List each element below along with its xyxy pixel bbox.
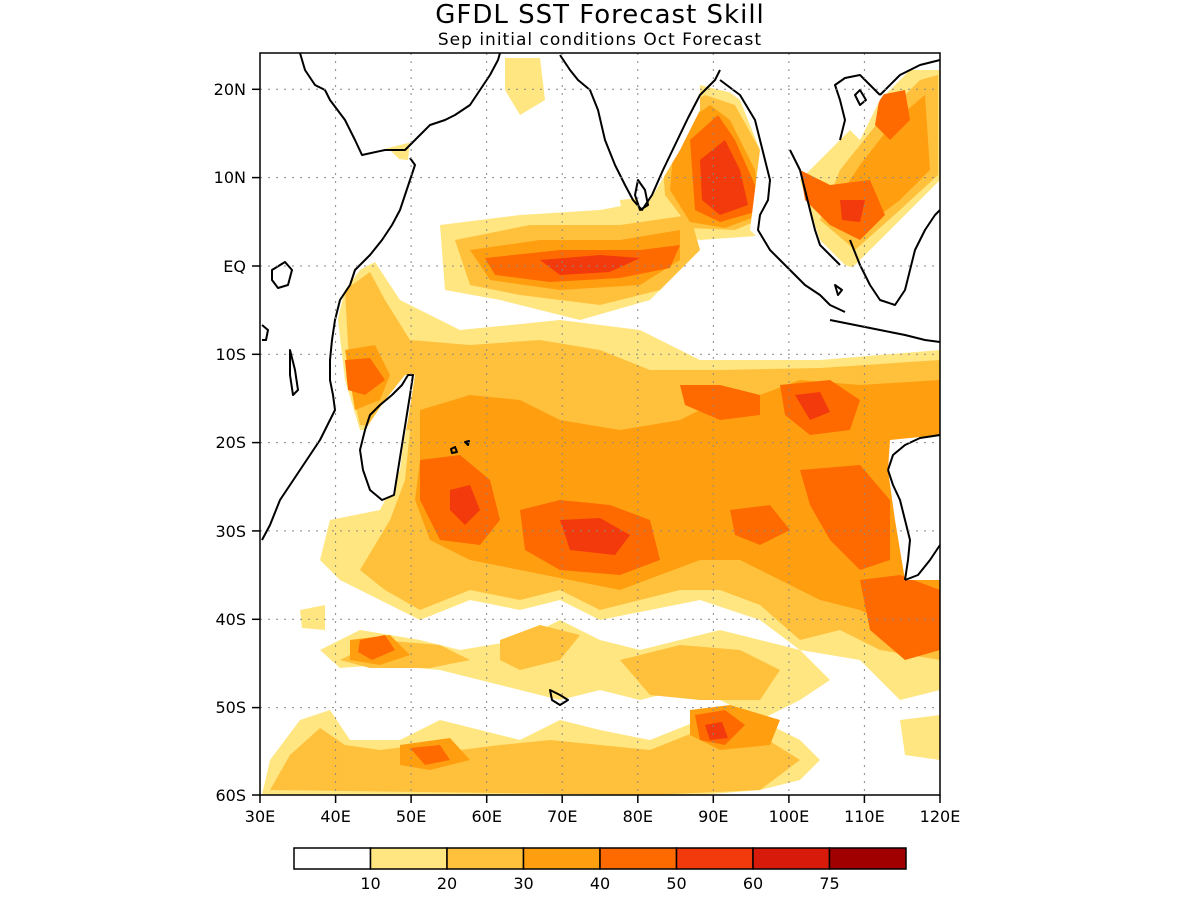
y-tick-label: 20N: [214, 80, 246, 99]
legend-label: 50: [666, 874, 686, 893]
legend-swatch: [522, 847, 601, 870]
x-tick-label: 80E: [623, 807, 653, 826]
legend-swatch: [293, 847, 372, 870]
legend-swatch: [828, 847, 907, 870]
y-tick-label: 20S: [215, 433, 246, 452]
color-legend: 10 20 30 40 50 60 75: [293, 847, 907, 893]
y-tick-label: 30S: [215, 522, 246, 541]
skill-shading: [262, 58, 940, 795]
x-tick-label: 30E: [245, 807, 275, 826]
coastlines: [261, 52, 941, 706]
legend-swatch: [369, 847, 448, 870]
x-tick-label: 90E: [698, 807, 728, 826]
legend-swatch: [446, 847, 525, 870]
legend-swatch: [675, 847, 754, 870]
legend-label: 60: [743, 874, 763, 893]
x-tick-label: 60E: [471, 807, 501, 826]
x-tick-label: 40E: [320, 807, 350, 826]
legend-label: 20: [437, 874, 457, 893]
legend-label: 40: [590, 874, 610, 893]
land-mask: [262, 53, 940, 580]
x-axis-labels: 30E 40E 50E 60E 70E 80E 90E 100E 110E 12…: [245, 807, 961, 826]
x-tick-label: 110E: [844, 807, 885, 826]
x-tick-label: 50E: [396, 807, 426, 826]
y-axis-labels: 20N 10N EQ 10S 20S 30S 40S 50S 60S: [214, 80, 246, 805]
y-tick-label: 60S: [215, 786, 246, 805]
y-tick-label: 40S: [215, 610, 246, 629]
x-tick-label: 70E: [547, 807, 577, 826]
legend-swatch: [752, 847, 831, 870]
x-tick-label: 100E: [769, 807, 810, 826]
legend-label: 10: [360, 874, 380, 893]
legend-label: 30: [513, 874, 533, 893]
y-tick-label: 10S: [215, 345, 246, 364]
tick-marks: [252, 88, 941, 803]
y-tick-label: EQ: [223, 257, 246, 276]
legend-label: 75: [819, 874, 839, 893]
plot-frame: [259, 52, 941, 796]
grid-lines: [260, 53, 940, 795]
map-subtitle: Sep initial conditions Oct Forecast: [437, 30, 763, 50]
y-tick-label: 10N: [214, 168, 246, 187]
map-title: GFDL SST Forecast Skill: [435, 0, 765, 30]
y-tick-label: 50S: [215, 698, 246, 717]
x-tick-label: 120E: [920, 807, 961, 826]
legend-swatch: [599, 847, 678, 870]
